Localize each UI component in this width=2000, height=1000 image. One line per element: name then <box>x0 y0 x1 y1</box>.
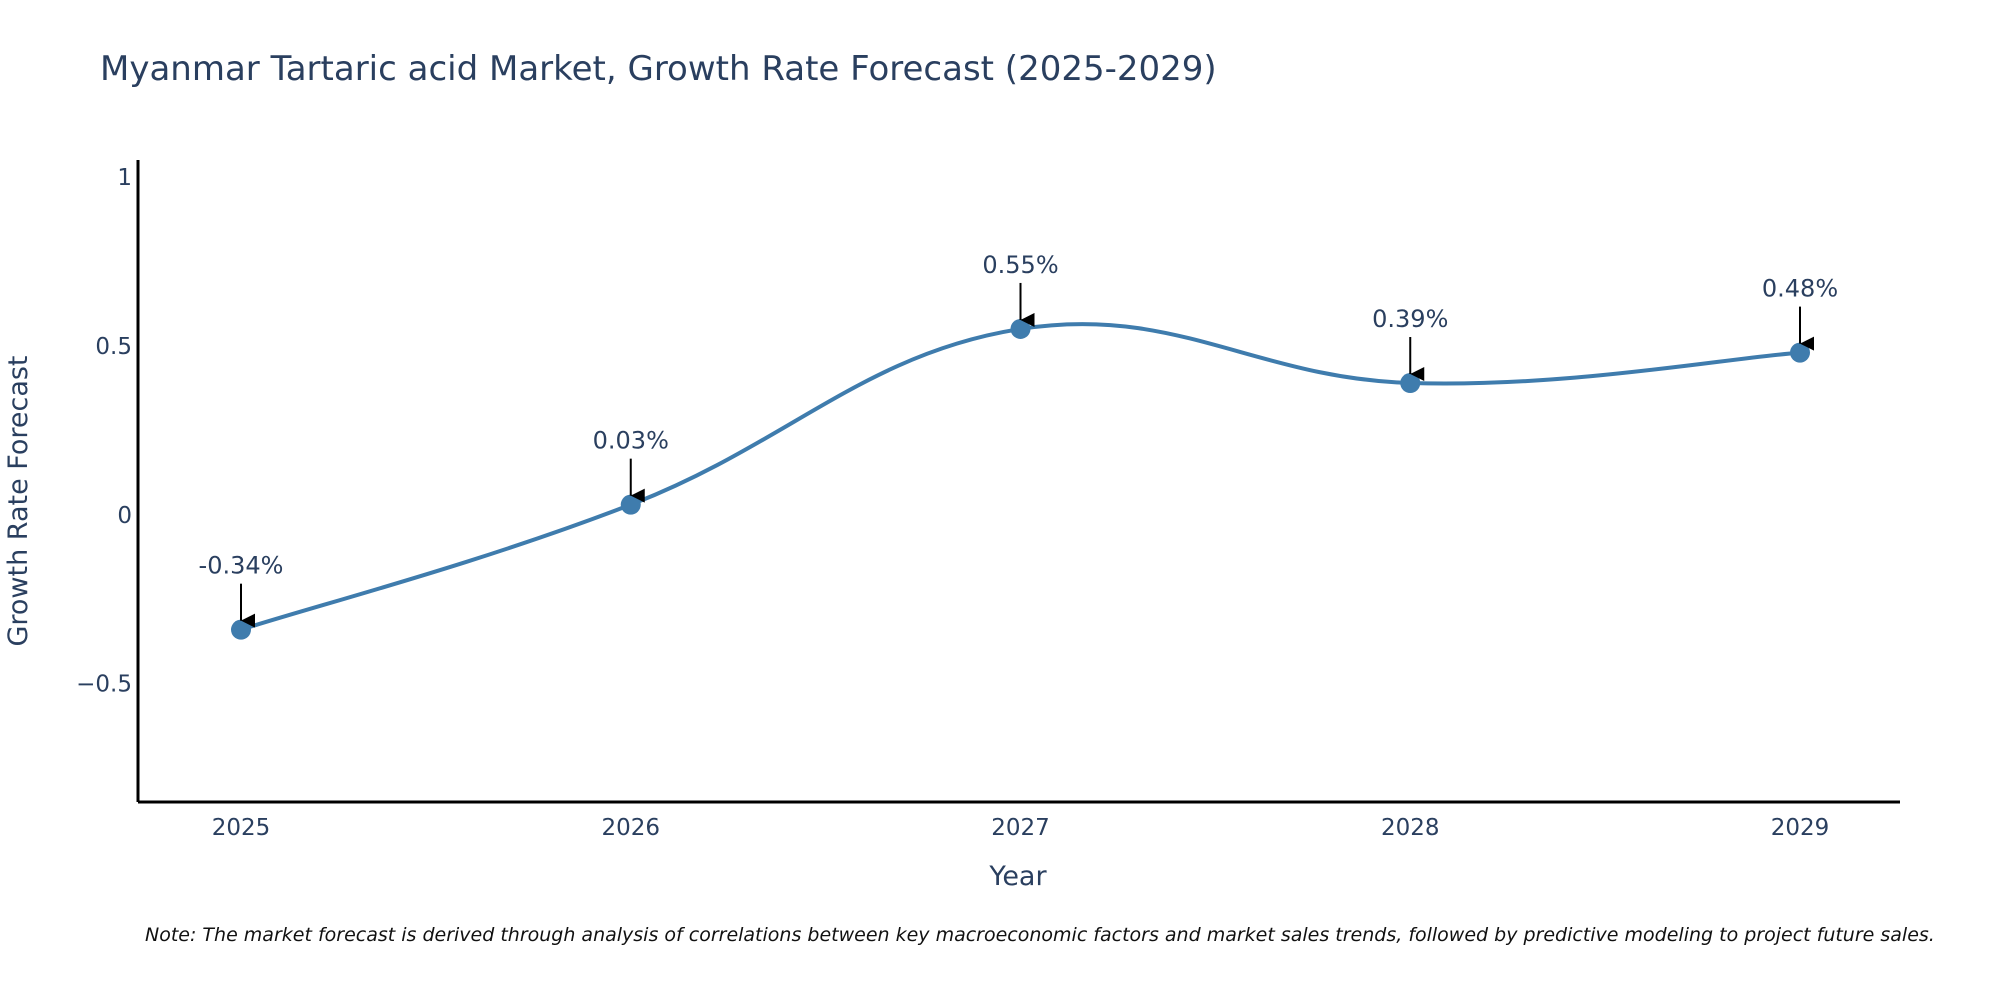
x-axis-title: Year <box>988 861 1047 892</box>
x-tick-label: 2028 <box>1381 815 1440 841</box>
footnote: Note: The market forecast is derived thr… <box>145 924 1935 946</box>
y-tick-label: 1 <box>117 165 132 191</box>
data-label: 0.03% <box>593 427 669 455</box>
data-point <box>231 619 251 640</box>
x-tick-label: 2027 <box>991 815 1050 841</box>
data-label: -0.34% <box>199 552 284 580</box>
annotations-layer: -0.34% 0.03% 0.55% 0.39% 0.48% <box>199 251 1838 628</box>
y-axis-title: Growth Rate Forecast <box>3 355 34 646</box>
axes-layer <box>136 160 1900 804</box>
x-tick-label: 2025 <box>212 815 271 841</box>
series-line-layer <box>231 318 1810 640</box>
text-layer: Myanmar Tartaric acid Market, Growth Rat… <box>3 49 1935 946</box>
y-tick-label: −0.5 <box>76 672 132 698</box>
data-label: 0.39% <box>1372 305 1448 333</box>
x-tick-label: 2029 <box>1771 815 1830 841</box>
series-line <box>240 322 1801 632</box>
x-tick-label: 2026 <box>601 815 660 841</box>
data-point <box>620 494 641 515</box>
y-tick-label: 0.5 <box>95 334 132 360</box>
chart-title: Myanmar Tartaric acid Market, Growth Rat… <box>100 49 1217 89</box>
data-label: 0.48% <box>1762 275 1838 303</box>
data-point <box>1010 318 1031 339</box>
data-point <box>1400 373 1421 394</box>
data-point <box>1790 342 1810 363</box>
data-label: 0.55% <box>982 251 1058 279</box>
y-tick-label: 0 <box>117 503 132 529</box>
